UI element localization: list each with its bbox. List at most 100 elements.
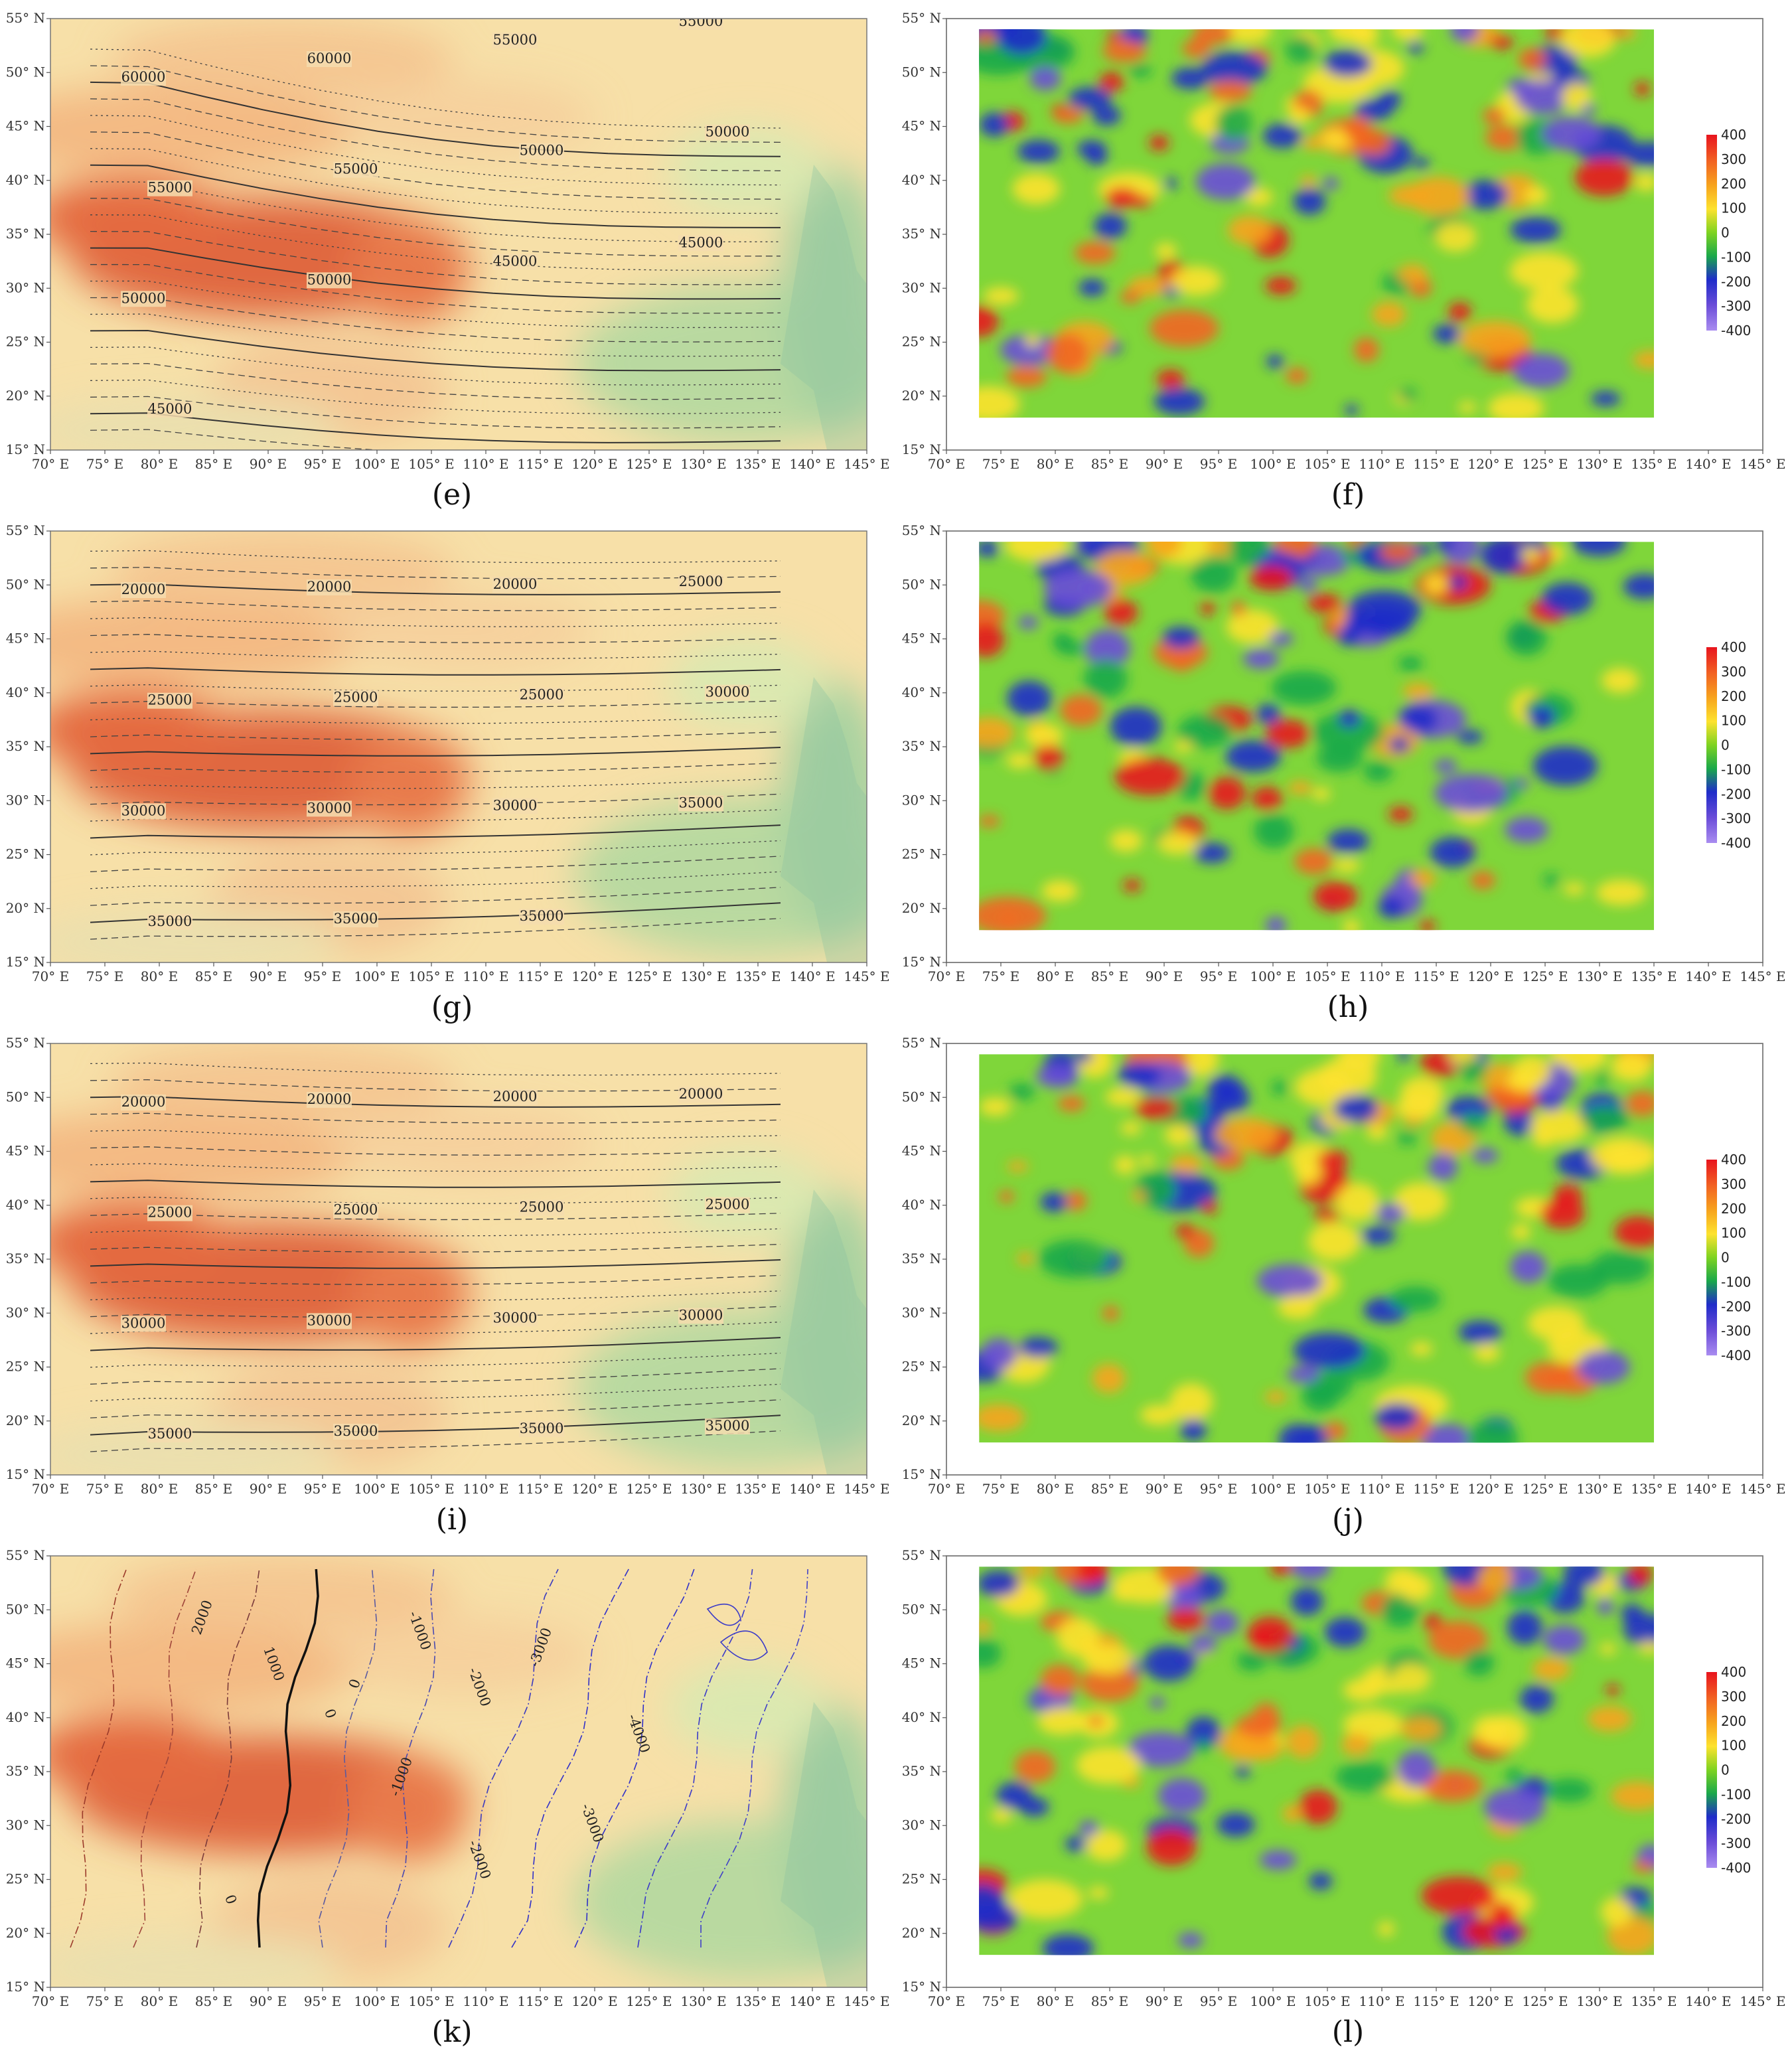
lat-tick-label: 15° N	[902, 1466, 941, 1482]
lon-tick-label: 120° E	[571, 456, 617, 472]
lon-tick-label: 95° E	[304, 1481, 341, 1497]
contour-label: 30000	[679, 1307, 723, 1323]
lon-tick-label: 85° E	[1091, 456, 1128, 472]
lon-tick-label: 90° E	[250, 968, 287, 984]
colorbar-tick-label: 300	[1721, 1689, 1746, 1705]
contour-label: 50000	[121, 290, 166, 306]
contour-map-panel: 20000 20000 20000 20000 25000 25000 25000 25000…	[6, 1035, 890, 1537]
lon-tick-label: 125° E	[626, 968, 672, 984]
lat-tick-label: 55° N	[6, 522, 45, 538]
lon-tick-label: 85° E	[195, 1481, 232, 1497]
isoline	[90, 1079, 781, 1092]
isoline	[90, 98, 781, 171]
isoline	[90, 1430, 781, 1452]
isoline	[90, 1228, 781, 1237]
lon-tick-label: 95° E	[304, 968, 341, 984]
lat-tick-label: 20° N	[6, 900, 45, 916]
lat-tick-label: 55° N	[902, 1035, 941, 1051]
lon-tick-label: 90° E	[250, 1481, 287, 1497]
lat-tick-label: 50° N	[902, 64, 941, 80]
lat-tick-label: 15° N	[6, 1466, 45, 1482]
lon-tick-label: 115° E	[1413, 1481, 1459, 1497]
lon-tick-label: 110° E	[1359, 1993, 1404, 2009]
lon-tick-label: 120° E	[1467, 968, 1513, 984]
lat-tick-label: 25° N	[902, 334, 941, 350]
lon-tick-label: 110° E	[1359, 456, 1404, 472]
lat-tick-label: 45° N	[902, 1143, 941, 1159]
contour-label: 30000	[307, 1312, 352, 1328]
lon-tick-label: 145° E	[1740, 456, 1785, 472]
lat-tick-label: 40° N	[6, 172, 45, 188]
lat-tick-label: 35° N	[6, 738, 45, 754]
residual-heatmap-panel: 400 300 200 100 0 -100 -200 -300 -400 15° N 20° N 2…	[902, 522, 1786, 1024]
isoline	[90, 1095, 781, 1108]
lat-tick-label: 25° N	[6, 1871, 45, 1887]
isoline	[90, 793, 781, 806]
lon-tick-label: 120° E	[571, 968, 617, 984]
lon-tick-label: 130° E	[1576, 456, 1622, 472]
panel-label: (i)	[436, 1503, 468, 1537]
contour-label: 20000	[307, 579, 352, 595]
colorbar-tick-label: -300	[1721, 1835, 1751, 1851]
contour-label: 35000	[334, 1423, 378, 1439]
lat-tick-label: 35° N	[902, 226, 941, 242]
lon-tick-label: 130° E	[680, 968, 726, 984]
lat-tick-label: 45° N	[6, 1655, 45, 1671]
contour-label: 30000	[706, 684, 750, 700]
lon-tick-label: 90° E	[1146, 968, 1183, 984]
contour-label: 55000	[148, 180, 192, 196]
colorbar-tick-label: -200	[1721, 1298, 1751, 1314]
lon-tick-label: 95° E	[1200, 1993, 1237, 2009]
lon-tick-label: 95° E	[1200, 968, 1237, 984]
lon-tick-label: 70° E	[928, 456, 965, 472]
lon-tick-label: 120° E	[1467, 456, 1513, 472]
isoline	[90, 567, 781, 579]
contour-label: 25000	[520, 687, 564, 703]
isoline	[90, 363, 781, 400]
lon-tick-label: 120° E	[571, 1993, 617, 2009]
contour-label: 25000	[334, 690, 378, 706]
lat-tick-label: 35° N	[6, 1251, 45, 1266]
contour-label: 35000	[148, 913, 192, 929]
lon-tick-label: 70° E	[32, 1993, 69, 2009]
isoline	[90, 809, 781, 822]
colorbar-tick-label: -100	[1721, 1786, 1751, 1802]
isoline	[90, 346, 781, 386]
residual-field	[979, 1054, 1654, 1443]
isoline	[90, 297, 781, 343]
lon-tick-label: 130° E	[680, 456, 726, 472]
lon-tick-label: 115° E	[517, 1481, 563, 1497]
isoline	[90, 634, 781, 643]
isoline	[90, 716, 781, 724]
lat-tick-label: 20° N	[6, 1412, 45, 1428]
panel-label: (f)	[1331, 478, 1365, 512]
lat-tick-label: 55° N	[6, 1035, 45, 1051]
isoline	[90, 1146, 781, 1156]
lon-tick-label: 75° E	[86, 968, 123, 984]
lon-tick-label: 125° E	[1522, 456, 1568, 472]
isoline	[196, 1568, 260, 1948]
lat-tick-label: 15° N	[902, 954, 941, 970]
lon-tick-label: 115° E	[1413, 968, 1459, 984]
isoline	[90, 1306, 781, 1318]
lon-tick-label: 80° E	[1037, 968, 1074, 984]
contour-label: 50000	[706, 124, 750, 140]
contour-label: 25000	[334, 1202, 378, 1218]
lon-tick-label: 145° E	[844, 456, 889, 472]
lon-tick-label: 75° E	[982, 1481, 1019, 1497]
isoline	[574, 1568, 695, 1948]
lon-tick-label: 95° E	[304, 1993, 341, 2009]
lat-tick-label: 15° N	[902, 1979, 941, 1995]
lat-tick-label: 20° N	[902, 388, 941, 404]
isoline	[90, 617, 781, 627]
colorbar-tick-label: -200	[1721, 786, 1751, 802]
lon-tick-label: 115° E	[1413, 1993, 1459, 2009]
lat-tick-label: 45° N	[6, 631, 45, 647]
panel-label: (j)	[1332, 1503, 1364, 1537]
lat-tick-label: 55° N	[902, 1547, 941, 1563]
isoline	[318, 1568, 378, 1948]
residual-field	[979, 542, 1654, 931]
isoline	[90, 1180, 781, 1188]
lon-tick-label: 90° E	[1146, 1481, 1183, 1497]
lat-tick-label: 15° N	[6, 441, 45, 457]
